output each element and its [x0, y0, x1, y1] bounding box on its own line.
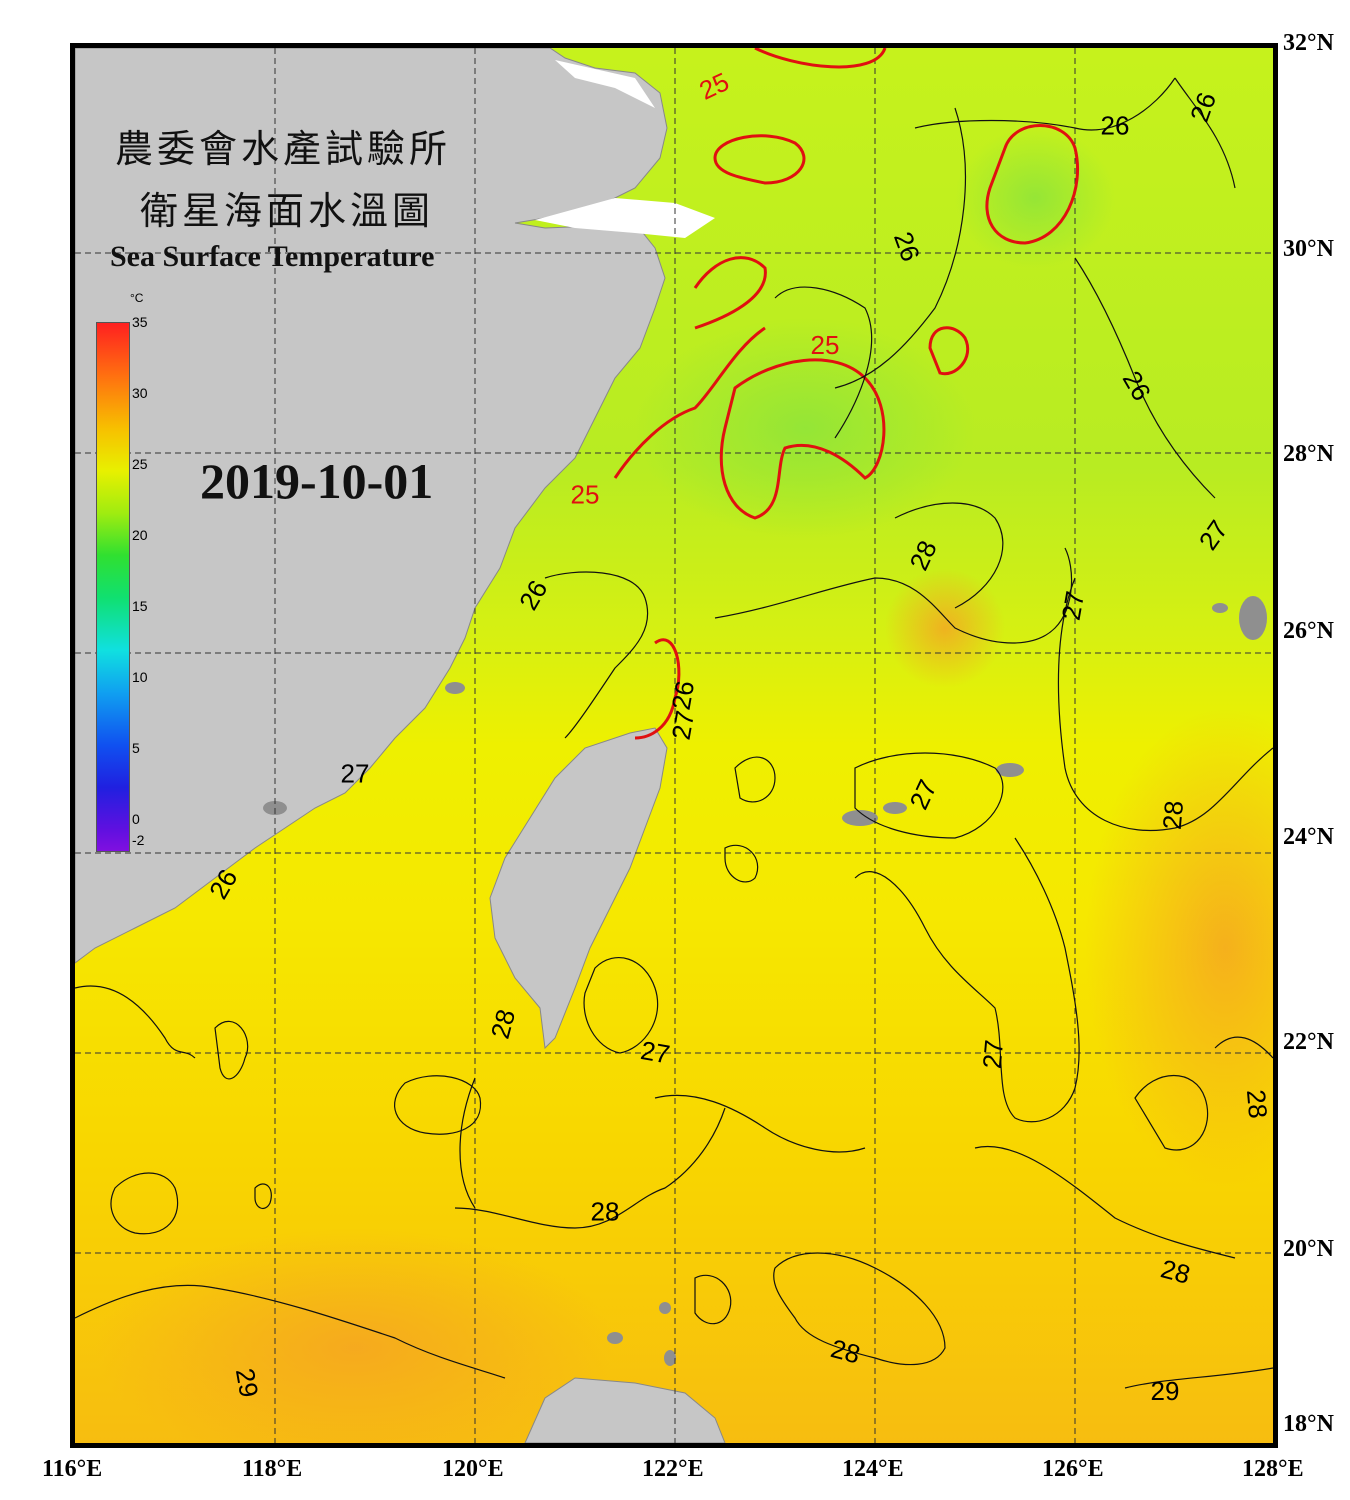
cool-patch [635, 318, 975, 538]
isotherm-label: 27 [639, 1035, 673, 1070]
longitude-label: 122°E [642, 1456, 704, 1482]
colorbar [96, 322, 130, 852]
luzon-island [524, 1377, 726, 1443]
longitude-label: 124°E [842, 1456, 904, 1482]
warm-patch [885, 568, 1005, 688]
longitude-label: 128°E [1242, 1456, 1304, 1482]
title-en: Sea Surface Temperature [110, 240, 435, 273]
title-zh-line1: 農委會水產試驗所 [115, 127, 452, 171]
colorbar-unit: °C [130, 291, 144, 305]
isotherms [75, 77, 1273, 1389]
latitude-label: 24°N [1283, 824, 1334, 850]
isotherm-label: 26 [666, 678, 701, 712]
latitude-label: 32°N [1283, 30, 1334, 56]
isotherm-label: 28 [1241, 1088, 1273, 1119]
taiwan-island [489, 727, 668, 1050]
latitude-label: 18°N [1283, 1411, 1334, 1437]
latitude-label: 26°N [1283, 618, 1334, 644]
cool-patch [955, 128, 1115, 268]
isotherm-label: 27 [666, 708, 701, 742]
latitude-label: 28°N [1283, 441, 1334, 467]
longitude-label: 116°E [42, 1456, 103, 1482]
estuary [535, 198, 715, 238]
warm-patch [1085, 708, 1273, 1188]
isotherm-label: 27 [341, 758, 370, 788]
colorbar-tick: 10 [132, 669, 148, 685]
longitude-label: 126°E [1042, 1456, 1104, 1482]
colorbar-tick: 25 [132, 456, 148, 472]
isotherm-label: 27 [977, 1038, 1009, 1069]
isotherm-label: 28 [591, 1197, 620, 1227]
isotherm-label: 26 [1101, 111, 1130, 141]
colorbar-tick: 35 [132, 314, 148, 330]
colorbar-tick: 30 [132, 385, 148, 401]
graticule [75, 48, 1273, 1443]
colorbar-tick: 0 [132, 811, 140, 827]
colorbar-tick: 15 [132, 598, 148, 614]
isotherm-label: 25 [811, 330, 840, 360]
isotherm-label: 29 [230, 1366, 265, 1400]
latitude-label: 20°N [1283, 1236, 1334, 1262]
sst-map: 25 25 25 26 26 26 26 26 26 27 27 27 27 27 27 27 28 28 28 28… [70, 43, 1278, 1448]
date-label: 2019-10-01 [200, 453, 434, 509]
latitude-label: 22°N [1283, 1029, 1334, 1055]
colorbar-tick: 20 [132, 527, 148, 543]
isotherm-label: 29 [1151, 1376, 1180, 1406]
china-mainland [75, 48, 668, 964]
isotherm-label: 28 [1157, 799, 1189, 830]
estuary [555, 60, 655, 108]
colorbar-tick: 5 [132, 740, 140, 756]
isotherm-label: 25 [571, 479, 600, 509]
isotherm-label: 27 [1056, 589, 1091, 623]
colorbar-tick: -2 [132, 832, 145, 848]
longitude-label: 120°E [442, 1456, 504, 1482]
latitude-label: 30°N [1283, 236, 1334, 262]
longitude-label: 118°E [242, 1456, 303, 1482]
isotherm-25 [613, 48, 1080, 740]
small-islands [263, 596, 1267, 1366]
warm-patch [95, 1228, 615, 1443]
title-zh-line2: 衛星海面水溫圖 [140, 189, 435, 233]
